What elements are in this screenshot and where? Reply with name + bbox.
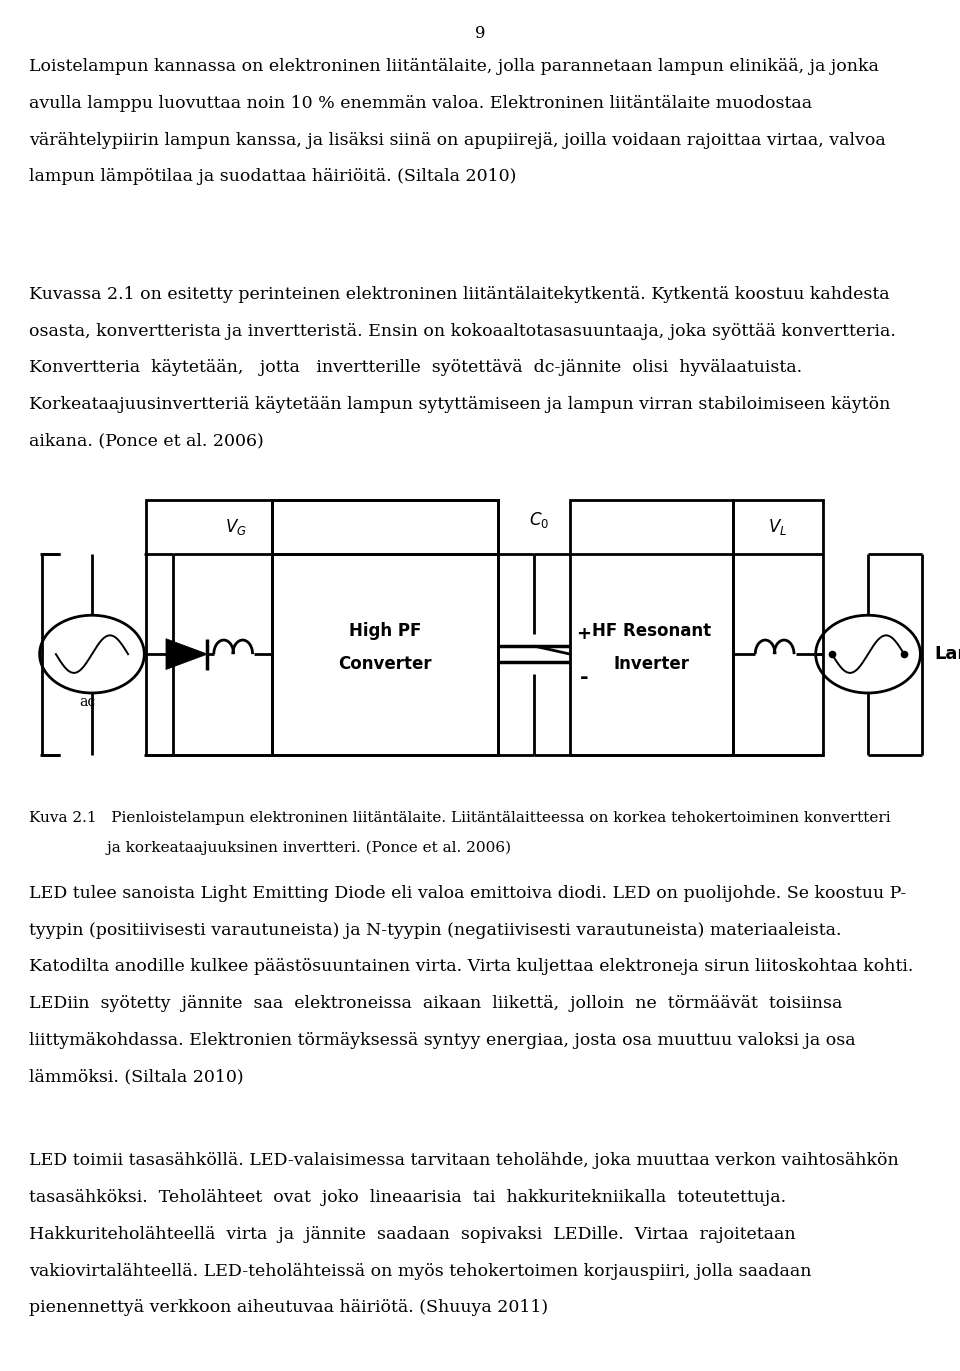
Text: ac: ac: [80, 695, 96, 709]
Text: ja korkeataajuuksinen invertteri. (Ponce et al. 2006): ja korkeataajuuksinen invertteri. (Ponce…: [29, 840, 511, 856]
Bar: [732, 500, 823, 754]
Text: värähtelypiirin lampun kanssa, ja lisäksi siinä on apupiirejä, joilla voidaan ra: värähtelypiirin lampun kanssa, ja lisäks…: [29, 132, 885, 148]
Text: vakiovirtalähteellä. LED-teholähteissä on myös tehokertoimen korjauspiiri, jolla: vakiovirtalähteellä. LED-teholähteissä o…: [29, 1263, 811, 1279]
Text: Katodilta anodille kulkee päästösuuntainen virta. Virta kuljettaa elektroneja si: Katodilta anodille kulkee päästösuuntain…: [29, 958, 913, 975]
Text: Lamp: Lamp: [934, 646, 960, 664]
Bar: [273, 500, 498, 554]
Bar: [273, 554, 498, 754]
Text: liittymäkohdassa. Elektronien törmäyksessä syntyy energiaa, josta osa muuttuu va: liittymäkohdassa. Elektronien törmäykses…: [29, 1032, 855, 1049]
Text: $V_L$: $V_L$: [768, 517, 787, 536]
Text: LED toimii tasasähköllä. LED-valaisimessa tarvitaan teholähde, joka muuttaa verk: LED toimii tasasähköllä. LED-valaisimess…: [29, 1152, 899, 1169]
Text: +: +: [576, 625, 591, 643]
Text: avulla lamppu luovuttaa noin 10 % enemmän valoa. Elektroninen liitäntälaite muod: avulla lamppu luovuttaa noin 10 % enemmä…: [29, 95, 812, 112]
Text: $C_0$: $C_0$: [529, 510, 549, 531]
Text: Konvertteria  käytetään,   jotta   invertterille  syötettävä  dc-jännite  olisi : Konvertteria käytetään, jotta invertteri…: [29, 359, 802, 376]
Text: HF Resonant: HF Resonant: [592, 621, 711, 640]
Bar: [570, 500, 732, 754]
Text: LED tulee sanoista Light Emitting Diode eli valoa emittoiva diodi. LED on puolij: LED tulee sanoista Light Emitting Diode …: [29, 886, 906, 902]
Text: lampun lämpötilaa ja suodattaa häiriöitä. (Siltala 2010): lampun lämpötilaa ja suodattaa häiriöitä…: [29, 169, 516, 185]
Text: 9: 9: [475, 25, 485, 43]
Text: Hakkuriteholähteellä  virta  ja  jännite  saadaan  sopivaksi  LEDille.  Virtaa  : Hakkuriteholähteellä virta ja jännite sa…: [29, 1226, 796, 1242]
Bar: [273, 500, 498, 754]
Text: Loistelampun kannassa on elektroninen liitäntälaite, jolla parannetaan lampun el: Loistelampun kannassa on elektroninen li…: [29, 58, 878, 75]
Text: $V_G$: $V_G$: [226, 517, 248, 536]
Text: High PF: High PF: [349, 621, 421, 640]
Text: Kuvassa 2.1 on esitetty perinteinen elektroninen liitäntälaitekytkentä. Kytkentä: Kuvassa 2.1 on esitetty perinteinen elek…: [29, 285, 889, 303]
Text: Kuva 2.1   Pienloistelampun elektroninen liitäntälaite. Liitäntälaitteessa on ko: Kuva 2.1 Pienloistelampun elektroninen l…: [29, 812, 891, 825]
Text: tyypin (positiivisesti varautuneista) ja N-tyypin (negatiivisesti varautuneista): tyypin (positiivisesti varautuneista) ja…: [29, 921, 841, 939]
Text: tasasähköksi.  Teholähteet  ovat  joko  lineaarisia  tai  hakkuritekniikalla  to: tasasähköksi. Teholähteet ovat joko line…: [29, 1189, 786, 1206]
Text: LEDiin  syötetty  jännite  saa  elektroneissa  aikaan  liikettä,  jolloin  ne  t: LEDiin syötetty jännite saa elektroneiss…: [29, 995, 842, 1012]
Text: Inverter: Inverter: [613, 655, 689, 673]
Text: aikana. (Ponce et al. 2006): aikana. (Ponce et al. 2006): [29, 433, 264, 450]
Text: Korkeataajuusinvertteriä käytetään lampun sytyttämiseen ja lampun virran stabilo: Korkeataajuusinvertteriä käytetään lampu…: [29, 396, 890, 413]
Text: -: -: [580, 668, 588, 688]
Text: lämmöksi. (Siltala 2010): lämmöksi. (Siltala 2010): [29, 1069, 244, 1086]
Text: Converter: Converter: [339, 655, 432, 673]
Bar: [146, 500, 273, 754]
Polygon shape: [166, 639, 207, 669]
Text: osasta, konvertterista ja invertteristä. Ensin on kokoaaltotasasuuntaaja, joka s: osasta, konvertterista ja invertteristä.…: [29, 322, 896, 340]
Text: pienennettyä verkkoon aiheutuvaa häiriötä. (Shuuya 2011): pienennettyä verkkoon aiheutuvaa häiriöt…: [29, 1300, 548, 1316]
